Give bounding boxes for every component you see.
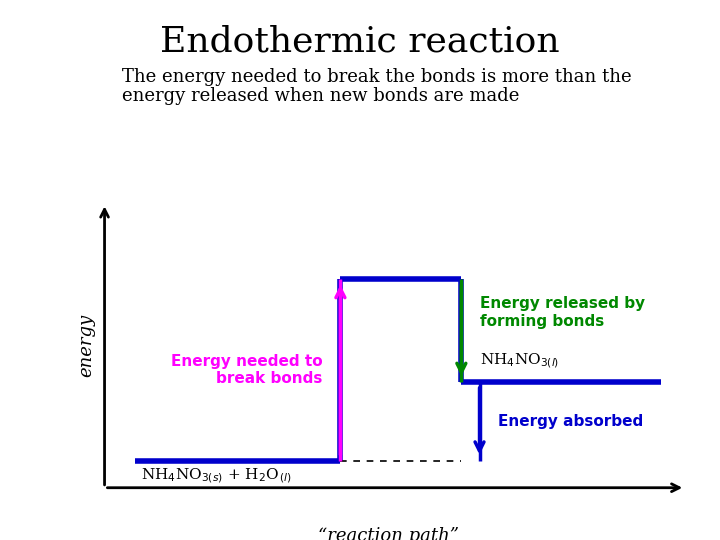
Text: energy released when new bonds are made: energy released when new bonds are made	[122, 87, 520, 105]
Text: Energy absorbed: Energy absorbed	[498, 414, 643, 429]
Text: “reaction path”: “reaction path”	[318, 527, 459, 540]
Text: Energy needed to
break bonds: Energy needed to break bonds	[171, 354, 323, 386]
Text: The energy needed to break the bonds is more than the: The energy needed to break the bonds is …	[122, 68, 632, 85]
Text: Endothermic reaction: Endothermic reaction	[160, 24, 560, 58]
Text: NH$_4$NO$_{3(s)}$ + H$_2$O$_{\,(l)}$: NH$_4$NO$_{3(s)}$ + H$_2$O$_{\,(l)}$	[141, 467, 292, 485]
Text: energy: energy	[78, 314, 95, 377]
Text: NH$_4$NO$_{3(l)}$: NH$_4$NO$_{3(l)}$	[480, 351, 559, 370]
Text: Energy released by
forming bonds: Energy released by forming bonds	[480, 296, 644, 328]
